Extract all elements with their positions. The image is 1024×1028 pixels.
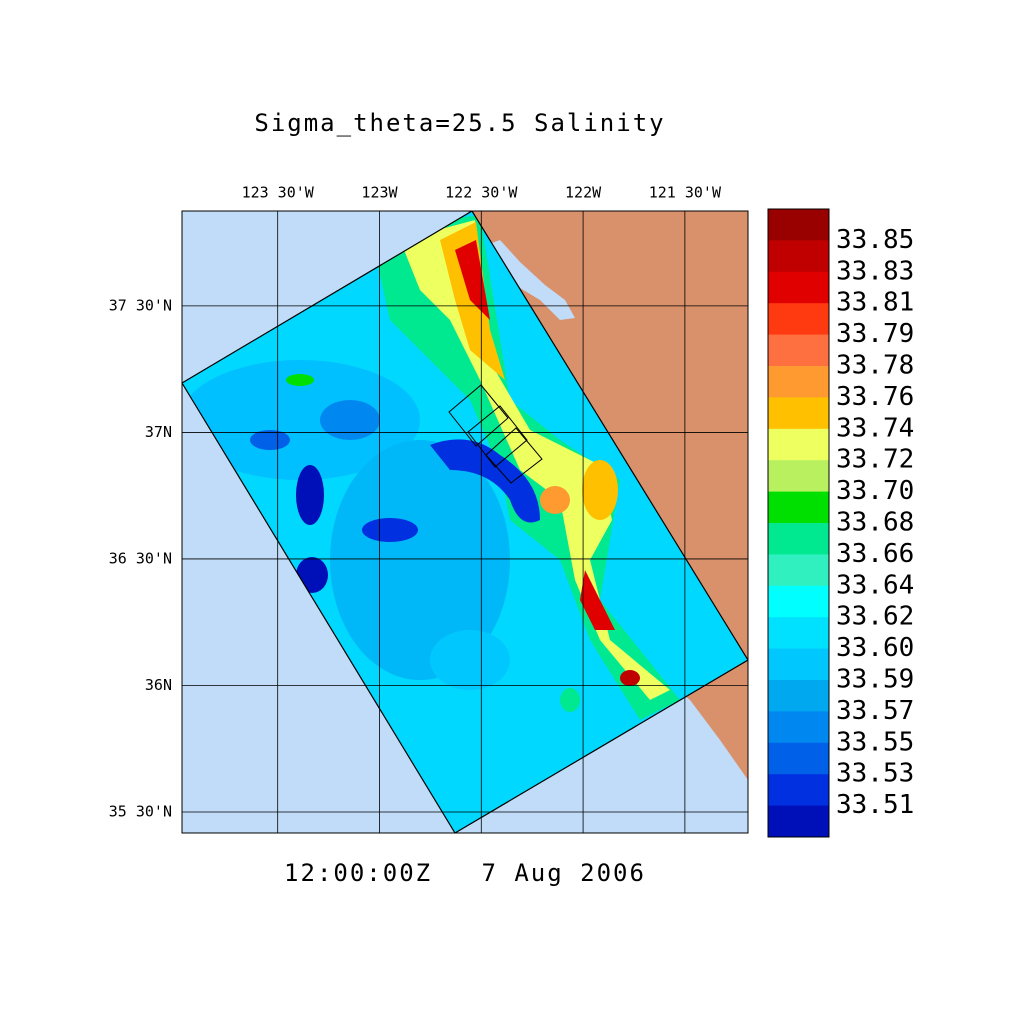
lat-label: 37N	[145, 423, 172, 441]
colorbar-label: 33.72	[836, 445, 914, 475]
lat-label: 37 30'N	[109, 296, 172, 314]
colorbar-label: 33.85	[836, 225, 914, 255]
colorbar-label: 33.78	[836, 351, 914, 381]
map-area	[182, 211, 748, 833]
lon-label: 121 30'W	[649, 184, 722, 202]
colorbar-swatch	[768, 648, 829, 681]
colorbar-swatch	[768, 397, 829, 430]
colorbar-swatch	[768, 523, 829, 555]
colorbar-label: 33.64	[836, 570, 914, 600]
colorbar-label: 33.74	[836, 413, 914, 443]
colorbar-label: 33.62	[836, 602, 914, 632]
colorbar-swatch	[768, 711, 829, 744]
colorbar-swatch	[768, 209, 829, 241]
colorbar-label: 33.55	[836, 727, 914, 757]
lat-label: 35 30'N	[109, 802, 172, 820]
lon-label: 123 30'W	[242, 184, 315, 202]
domain-outline	[182, 211, 748, 833]
colorbar-swatch	[768, 303, 829, 336]
lon-label: 122 30'W	[445, 184, 518, 202]
colorbar-label: 33.51	[836, 790, 914, 820]
colorbar-swatch	[768, 460, 829, 493]
colorbar-swatch	[768, 240, 829, 273]
colorbar-label: 33.53	[836, 759, 914, 789]
colorbar-label: 33.68	[836, 508, 914, 538]
colorbar-swatch	[768, 680, 829, 712]
colorbar-swatch	[768, 554, 829, 587]
colorbar-label: 33.59	[836, 665, 914, 695]
subdomain-box	[485, 427, 543, 484]
colorbar-label: 33.57	[836, 696, 914, 726]
timestamp: 12:00:00Z 7 Aug 2006	[284, 859, 646, 887]
colorbar-label: 33.60	[836, 633, 914, 663]
colorbar-swatch	[768, 805, 829, 838]
colorbar-swatch	[768, 334, 829, 367]
colorbar-label: 33.81	[836, 288, 914, 318]
colorbar-label: 33.79	[836, 319, 914, 349]
subdomain-box	[448, 384, 509, 447]
colorbar-label: 33.70	[836, 476, 914, 506]
colorbar-label: 33.66	[836, 539, 914, 569]
colorbar-swatch	[768, 742, 829, 775]
colorbar-label: 33.83	[836, 256, 914, 286]
title: Sigma_theta=25.5 Salinity	[254, 109, 665, 137]
lon-label: 123W	[361, 184, 398, 202]
lat-label: 36 30'N	[109, 549, 172, 567]
colorbar-swatch	[768, 617, 829, 650]
lat-label: 36N	[145, 676, 172, 694]
colorbar-swatch	[768, 366, 829, 398]
colorbar-swatch	[768, 774, 829, 807]
colorbar-frame	[767, 208, 830, 838]
colorbar-swatch	[768, 271, 829, 304]
colorbar-label: 33.76	[836, 382, 914, 412]
colorbar-swatch	[768, 585, 829, 618]
lon-label: 122W	[565, 184, 602, 202]
map-frame	[181, 210, 749, 834]
colorbar-swatch	[768, 428, 829, 461]
colorbar-swatch	[768, 491, 829, 524]
